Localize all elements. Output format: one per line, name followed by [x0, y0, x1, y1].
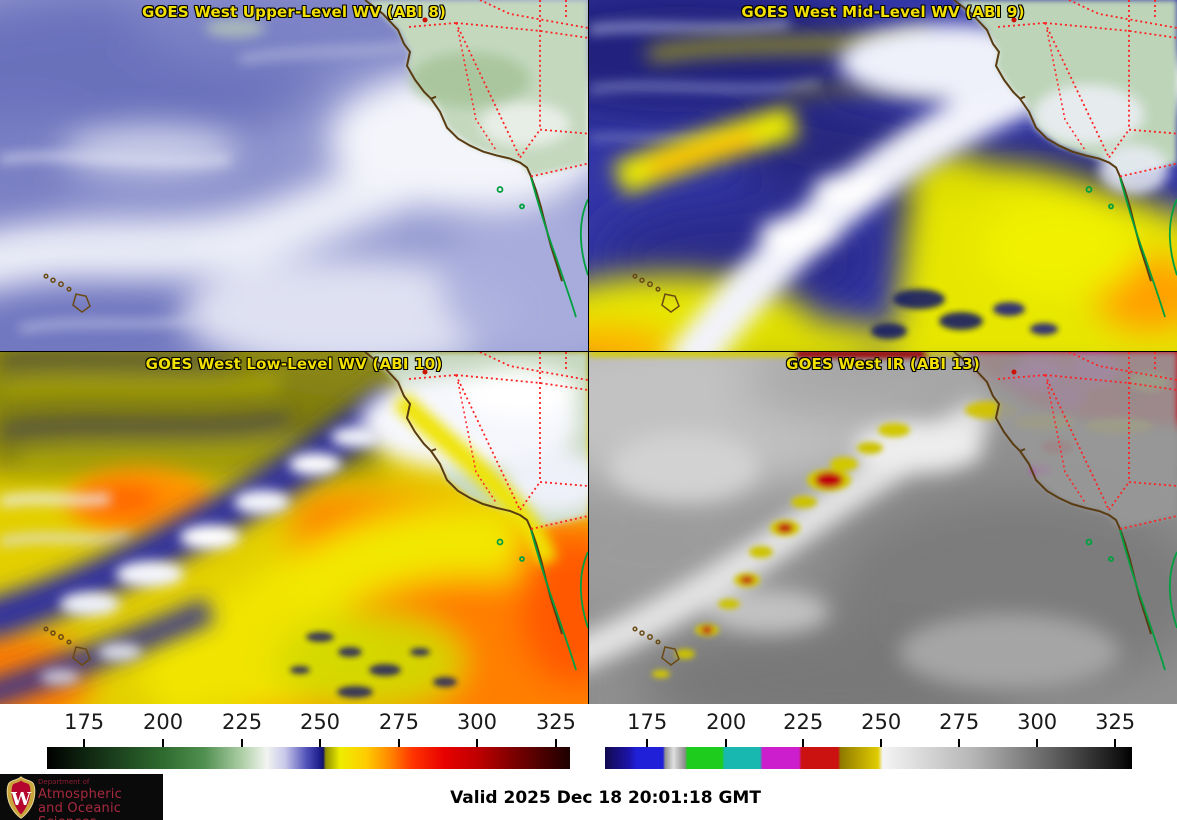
colorbar-gradient	[47, 747, 570, 769]
colorbar-tick	[475, 739, 478, 747]
colorbar-gradient	[605, 747, 1132, 769]
panel-upper-wv: GOES West Upper-Level WV (ABI 8)	[0, 0, 588, 351]
colorbar-tick-label: 300	[1017, 710, 1058, 734]
satellite-image-mid-wv	[589, 0, 1177, 351]
colorbar-tick	[1114, 739, 1117, 747]
uw-crest-icon: W	[6, 776, 36, 819]
satellite-image-ir	[589, 352, 1177, 704]
panel-title: GOES West Mid-Level WV (ABI 9)	[741, 3, 1025, 21]
satellite-image-upper-wv	[0, 0, 588, 351]
satellite-image-low-wv	[0, 352, 588, 704]
panel-title: GOES West IR (ABI 13)	[786, 355, 980, 373]
panel-grid: GOES West Upper-Level WV (ABI 8)	[0, 0, 1177, 704]
panel-mid-wv: GOES West Mid-Level WV (ABI 9)	[589, 0, 1177, 351]
panel-low-wv: GOES West Low-Level WV (ABI 10)	[0, 352, 588, 704]
colorbar-tick	[646, 739, 649, 747]
colorbar-tick-label: 175	[627, 710, 668, 734]
colorbar-tick-label: 225	[783, 710, 824, 734]
colorbar-tick-label: 175	[64, 710, 105, 734]
logo-dept-line: Department of	[38, 778, 90, 786]
aos-logo: W Department of Atmospheric and Oceanic …	[0, 774, 163, 820]
valid-time-label: Valid 2025 Dec 18 20:01:18 GMT	[450, 788, 761, 808]
logo-line2: and Oceanic Sciences	[38, 801, 122, 820]
panel-ir: GOES West IR (ABI 13)	[589, 352, 1177, 704]
colorbar-tick	[1036, 739, 1039, 747]
colorbar-tick	[397, 739, 400, 747]
colorbar-tick-label: 275	[378, 710, 420, 734]
colorbar-tick	[554, 739, 557, 747]
colorbar-tick	[319, 739, 321, 747]
colorbar-wv: 175 200 225 250 275 300 325	[47, 704, 576, 772]
colorbar-tick	[162, 739, 165, 747]
colorbar-strip: 175 200 225 250 275 300 325 175 200 225 250 275 300…	[0, 704, 1177, 772]
colorbar-tick-label: 250	[861, 710, 902, 734]
logo-line1: Atmospheric	[38, 787, 122, 802]
colorbar-tick-label: 200	[143, 710, 184, 734]
colorbar-tick-label: 200	[706, 710, 747, 734]
colorbar-tick-label: 300	[456, 710, 497, 734]
crest-monogram: W	[10, 789, 32, 810]
footer: W Department of Atmospheric and Oceanic …	[0, 772, 1177, 820]
colorbar-tick-label: 325	[535, 710, 576, 734]
panel-title: GOES West Low-Level WV (ABI 10)	[145, 355, 443, 373]
logo-text: Department of Atmospheric and Oceanic Sc…	[38, 779, 163, 820]
colorbar-tick	[880, 739, 883, 747]
colorbar-tick	[241, 739, 244, 747]
colorbar-tick-label: 275	[939, 710, 980, 734]
colorbar-tick	[83, 739, 86, 747]
colorbar-tick-label: 225	[222, 710, 263, 734]
colorbar-tick-label: 250	[299, 710, 341, 734]
colorbar-tick	[802, 739, 805, 747]
colorbar-tick-label: 325	[1095, 710, 1136, 734]
panel-title: GOES West Upper-Level WV (ABI 8)	[141, 3, 447, 21]
colorbar-ir: 175 200 225 250 275 300 325	[605, 704, 1136, 772]
colorbar-tick	[958, 739, 961, 747]
colorbar-tick	[725, 739, 728, 747]
